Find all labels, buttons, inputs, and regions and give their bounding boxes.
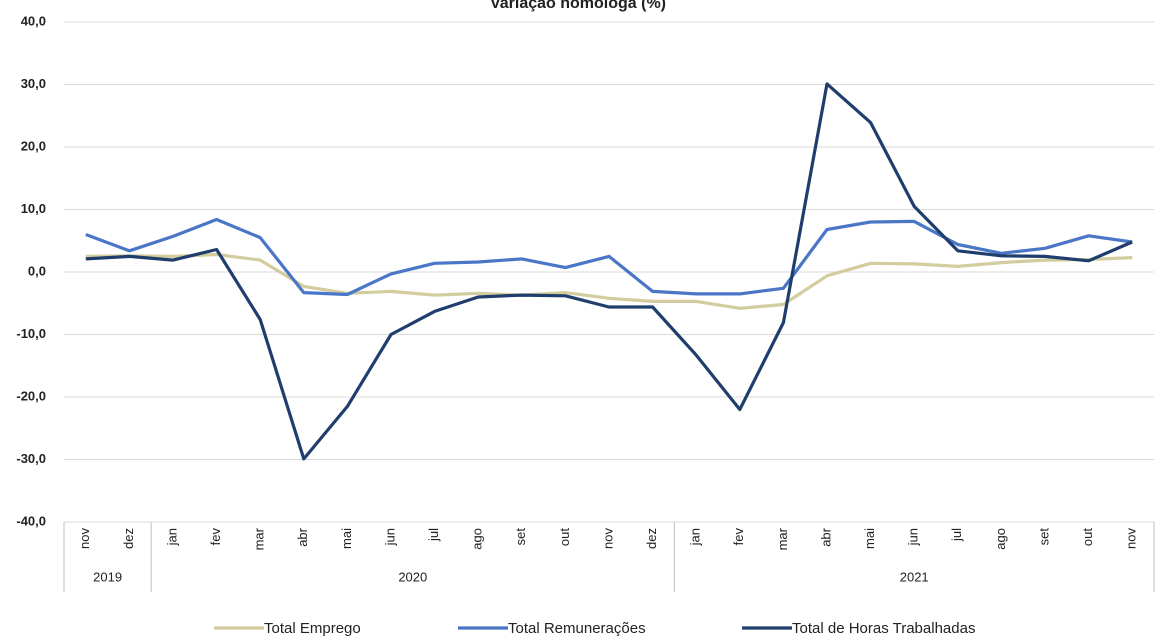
x-tick-label: nov [600,528,615,549]
y-tick-label: 30,0 [21,76,46,91]
legend-label: Total Remunerações [508,620,646,637]
x-tick-label: set [513,528,528,546]
series-line [85,217,1133,297]
x-tick-label: nov [1124,528,1139,549]
series-line [85,82,1133,461]
y-tick-label: -40,0 [16,513,46,528]
group-label: 2021 [900,569,929,584]
x-tick-label: jun [382,528,397,546]
legend-label: Total de Horas Trabalhadas [792,620,975,637]
y-tick-label: 40,0 [21,13,46,28]
x-tick-label: jun [906,528,921,546]
y-tick-label: 20,0 [21,138,46,153]
chart-title: Variação homóloga (%) [490,0,666,12]
x-tick-label: abr [295,527,310,546]
x-tick-label: out [1080,528,1095,546]
x-tick-label: jul [426,528,441,542]
x-tick-label: jan [688,528,703,546]
y-tick-label: -30,0 [16,451,46,466]
y-tick-label: 0,0 [28,263,46,278]
x-tick-label: fev [731,528,746,546]
x-tick-label: dez [121,528,136,549]
y-tick-label: -20,0 [16,388,46,403]
x-tick-label: abr [818,527,833,546]
legend-label: Total Emprego [264,620,361,637]
x-tick-label: mai [862,528,877,549]
x-tick-label: ago [470,528,485,550]
group-label: 2019 [93,569,122,584]
x-tick-label: fev [208,528,223,546]
y-tick-label: 10,0 [21,201,46,216]
x-tick-label: dez [644,528,659,549]
series-line [85,252,1133,310]
x-tick-label: jan [164,528,179,546]
group-label: 2020 [398,569,427,584]
y-tick-label: -10,0 [16,326,46,341]
x-tick-label: mar [775,527,790,550]
x-tick-label: nov [77,528,92,549]
x-tick-label: set [1036,528,1051,546]
x-tick-label: mai [339,528,354,549]
x-tick-label: mar [252,527,267,550]
x-tick-label: ago [993,528,1008,550]
x-tick-label: jul [949,528,964,542]
x-tick-label: out [557,528,572,546]
